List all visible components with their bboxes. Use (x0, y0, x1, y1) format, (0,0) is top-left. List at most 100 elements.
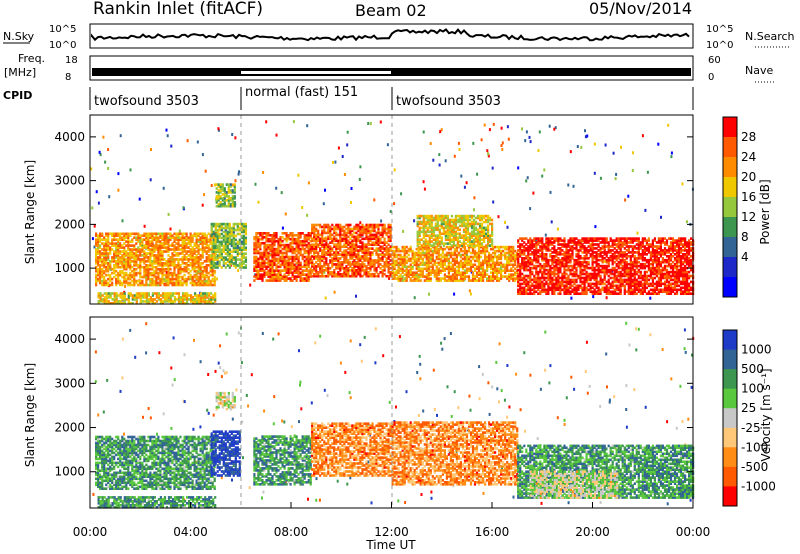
range-cell (183, 254, 186, 257)
range-cell (329, 271, 332, 274)
range-cell (385, 251, 388, 254)
range-cell (551, 278, 554, 282)
scatter-cell (149, 178, 152, 182)
range-cell (281, 269, 284, 272)
range-cell (283, 255, 286, 259)
range-cell (585, 276, 588, 280)
range-cell (257, 257, 260, 261)
range-cell (311, 271, 314, 274)
range-cell (355, 271, 358, 274)
range-cell (579, 262, 582, 266)
range-cell (297, 234, 300, 237)
range-cell (107, 256, 110, 259)
range-cell (115, 277, 118, 281)
range-cell (510, 259, 513, 263)
range-cell (517, 257, 520, 260)
range-cell (195, 281, 198, 285)
range-cell (591, 292, 594, 295)
range-cell (105, 240, 108, 243)
range-cell (451, 253, 454, 257)
range-cell (365, 257, 368, 260)
range-cell (431, 255, 434, 259)
range-cell (621, 257, 624, 260)
range-cell (433, 273, 436, 276)
range-cell (333, 251, 336, 254)
range-cell (441, 265, 444, 269)
range-cell (631, 247, 634, 250)
range-cell (161, 277, 164, 281)
range-cell (549, 241, 552, 244)
range-cell (185, 242, 188, 245)
range-cell (351, 253, 354, 256)
range-cell (333, 253, 336, 256)
range-cell (510, 249, 513, 253)
range-cell (413, 261, 416, 265)
range-cell (341, 239, 344, 243)
scatter-cell (402, 229, 405, 233)
range-cell (343, 245, 346, 248)
scatter-cell (203, 193, 206, 197)
range-cell (482, 279, 485, 282)
range-cell (399, 255, 402, 259)
range-cell (473, 279, 477, 282)
range-cell (257, 271, 260, 274)
scatter-cell (393, 168, 396, 172)
range-cell (165, 279, 168, 283)
range-cell (425, 279, 428, 282)
range-cell (323, 249, 326, 252)
range-cell (325, 253, 328, 256)
range-cell (603, 241, 606, 244)
range-cell (171, 275, 174, 279)
scatter-cell (603, 259, 606, 263)
range-cell (543, 243, 546, 246)
range-cell (335, 223, 338, 227)
range-cell (525, 278, 528, 282)
range-cell (141, 240, 144, 243)
range-cell (587, 266, 590, 270)
range-cell (461, 249, 465, 253)
range-cell (512, 255, 515, 259)
range-cell (599, 270, 602, 274)
range-cell (492, 275, 495, 278)
range-cell (488, 277, 491, 280)
range-cell (387, 255, 390, 258)
range-cell (331, 241, 334, 244)
range-cell (563, 253, 566, 256)
range-cell (465, 271, 469, 274)
range-cell (193, 258, 196, 261)
range-cell (467, 247, 471, 251)
range-cell (155, 248, 158, 251)
range-cell (287, 234, 290, 237)
range-cell (121, 265, 124, 269)
range-cell (343, 267, 346, 270)
range-cell (279, 269, 282, 272)
range-cell (103, 236, 106, 239)
range-cell (441, 251, 444, 255)
range-cell (498, 255, 501, 259)
range-cell (263, 255, 266, 259)
range-cell (494, 265, 497, 269)
range-cell (95, 260, 98, 263)
range-cell (529, 239, 532, 242)
range-cell (547, 239, 550, 242)
range-cell (167, 275, 170, 279)
range-cell (439, 261, 442, 265)
range-cell (543, 253, 546, 256)
range-cell (545, 257, 548, 260)
range-cell (508, 251, 511, 255)
range-cell (403, 255, 406, 259)
range-cell (557, 278, 560, 282)
range-cell (447, 273, 450, 276)
range-cell (287, 265, 290, 269)
range-cell (261, 269, 264, 272)
range-cell (291, 279, 294, 282)
range-cell (375, 271, 378, 274)
range-cell (583, 245, 586, 248)
range-cell (605, 286, 608, 290)
range-cell (627, 292, 630, 295)
range-cell (561, 264, 564, 268)
range-cell (257, 273, 260, 276)
range-cell (537, 251, 540, 254)
range-cell (486, 265, 489, 269)
range-cell (111, 242, 114, 245)
